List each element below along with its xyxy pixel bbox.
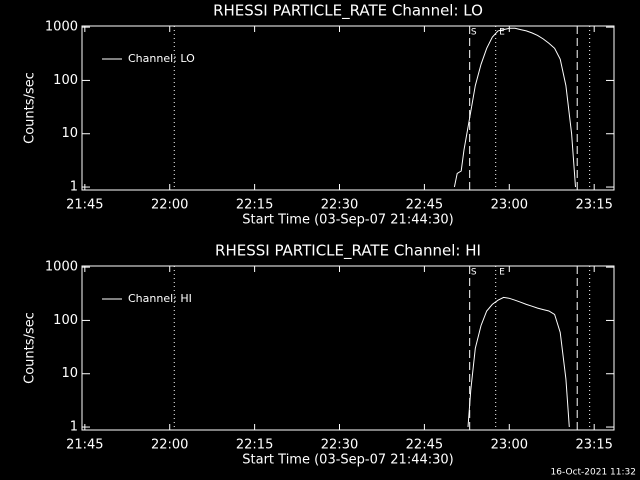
data-line bbox=[467, 296, 570, 428]
y-tick-label: 1000 bbox=[45, 20, 78, 35]
y-axis-label: Counts/sec bbox=[23, 312, 38, 384]
x-tick-label: 21:45 bbox=[66, 198, 103, 213]
x-tick-label: 22:30 bbox=[321, 198, 358, 213]
y-tick-label: 100 bbox=[53, 313, 78, 328]
x-tick-label: 22:30 bbox=[321, 438, 358, 453]
y-tick-label: 100 bbox=[53, 73, 78, 88]
annotation: S bbox=[471, 268, 477, 278]
x-tick-label: 23:15 bbox=[575, 438, 612, 453]
x-tick-label: 22:45 bbox=[406, 438, 443, 453]
y-tick-label: 1 bbox=[70, 180, 78, 195]
x-axis-label: Start Time (03-Sep-07 21:44:30) bbox=[242, 453, 453, 468]
x-tick-label: 22:00 bbox=[151, 438, 188, 453]
annotation: E bbox=[499, 268, 505, 278]
plot-frame bbox=[81, 265, 615, 431]
x-tick-label: 22:15 bbox=[236, 438, 273, 453]
y-tick-label: 1000 bbox=[45, 260, 78, 275]
chart-title: RHESSI PARTICLE_RATE Channel: LO bbox=[213, 2, 483, 21]
x-tick-label: 22:15 bbox=[236, 198, 273, 213]
x-tick-label: 23:00 bbox=[491, 438, 528, 453]
timestamp: 16-Oct-2021 11:32 bbox=[551, 468, 636, 478]
y-tick-label: 1 bbox=[70, 420, 78, 435]
legend-label: Channel: LO bbox=[128, 52, 195, 65]
x-axis-label: Start Time (03-Sep-07 21:44:30) bbox=[242, 213, 453, 228]
x-tick-label: 22:45 bbox=[406, 198, 443, 213]
chart-title: RHESSI PARTICLE_RATE Channel: HI bbox=[215, 242, 481, 261]
x-tick-label: 23:00 bbox=[491, 198, 528, 213]
y-axis-label: Counts/sec bbox=[23, 72, 38, 144]
y-tick-label: 10 bbox=[61, 126, 78, 141]
x-tick-label: 21:45 bbox=[66, 438, 103, 453]
legend-label: Channel: HI bbox=[128, 292, 192, 305]
data-line bbox=[453, 27, 576, 188]
x-tick-label: 23:15 bbox=[575, 198, 612, 213]
y-tick-label: 10 bbox=[61, 366, 78, 381]
annotation: S bbox=[471, 28, 477, 38]
plot-frame bbox=[81, 25, 615, 191]
annotation: E bbox=[499, 28, 505, 38]
x-tick-label: 22:00 bbox=[151, 198, 188, 213]
